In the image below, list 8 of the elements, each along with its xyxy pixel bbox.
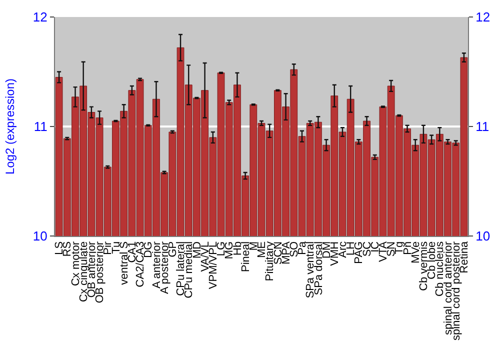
y2-tick-label: 12: [476, 10, 490, 25]
y2-tick-label: 10: [476, 228, 490, 244]
y-tick-label: 11: [34, 119, 48, 134]
x-tick-label: A posterior: [158, 241, 171, 294]
y-tick-label: 10: [32, 228, 48, 244]
y-tick-label: 12: [32, 10, 48, 25]
y-axis-title: Log2 (expression): [3, 78, 18, 175]
y2-tick-label: 11: [476, 119, 490, 134]
